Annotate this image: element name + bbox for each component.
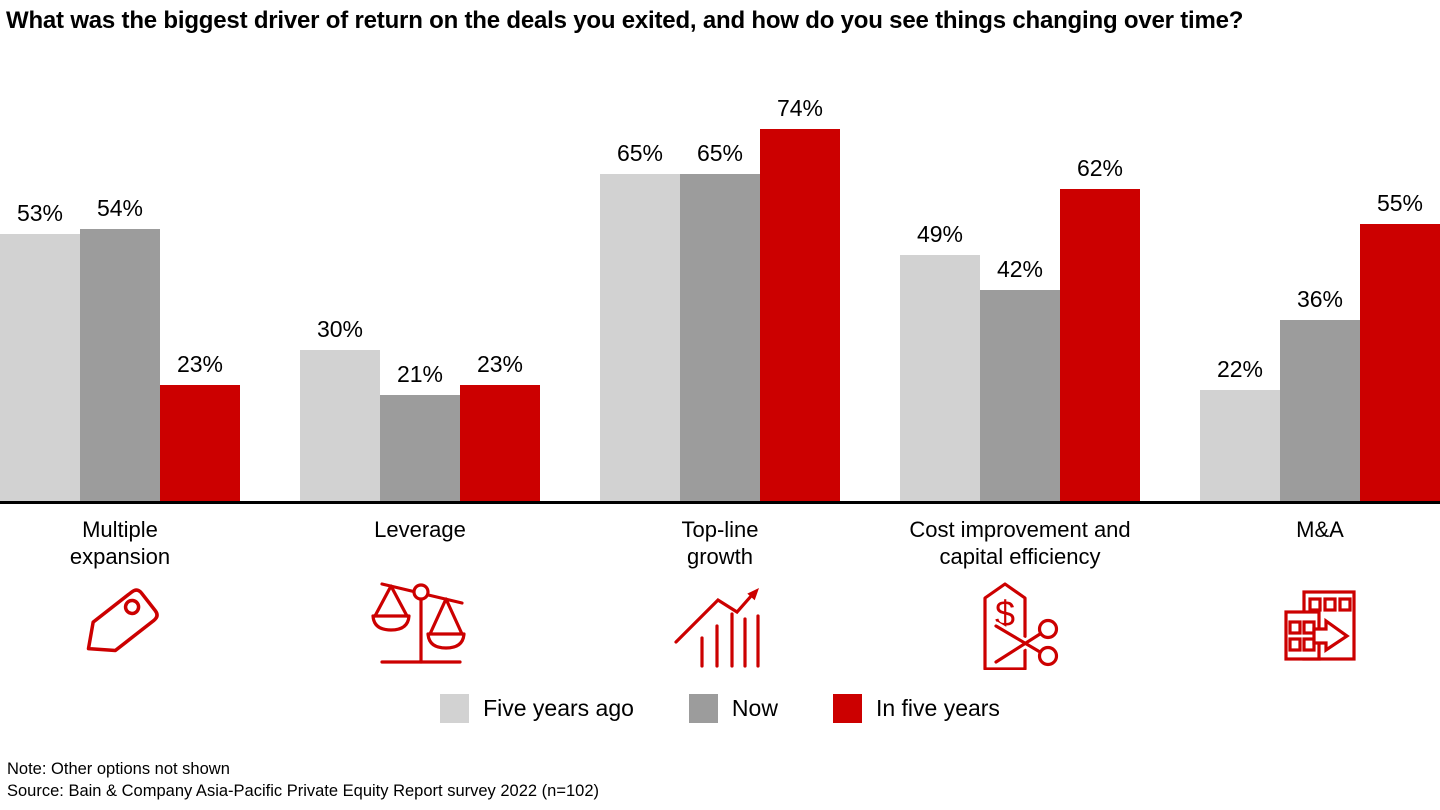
category-label-1: Leverage (374, 517, 466, 542)
bar (1200, 390, 1280, 501)
bar-value-label: 62% (1076, 155, 1124, 181)
bar-group-1-series-1: 21% (380, 0, 460, 501)
legend-label-now: Now (731, 695, 778, 721)
bar-chart: 53% 54% 23% 30% 21% 23% 65% 65% 74% 49% 42% 62% 22% 3… (0, 0, 1440, 501)
note-line: Note: Other options not shown (7, 760, 230, 778)
buildings-merger-icon (1284, 590, 1356, 661)
bar-value-label: 36% (1296, 286, 1344, 312)
bar-value-label: 53% (16, 200, 64, 226)
bar-group-3-series-0: 49% (900, 0, 980, 501)
category-label-4: M&A (1296, 517, 1344, 542)
icon-cell-leverage (300, 578, 540, 670)
bar-value-label: 42% (996, 256, 1044, 282)
category-label-2: Top-line growth (681, 517, 759, 569)
bar-value-label: 49% (916, 221, 964, 247)
bar (680, 174, 760, 501)
bar-group-2-series-2: 74% (760, 0, 840, 501)
bar (1360, 224, 1440, 501)
bar-value-label: 74% (776, 95, 824, 121)
bar (300, 350, 380, 501)
footnotes: Note: Other options not shown Source: Ba… (7, 759, 599, 802)
bar (600, 174, 680, 501)
bar (900, 255, 980, 501)
legend-swatch-in-five-years (832, 694, 862, 723)
legend-label-five-years-ago: Five years ago (483, 695, 634, 721)
bar-group-2-series-1: 65% (680, 0, 760, 501)
bar-group-4-series-1: 36% (1280, 0, 1360, 501)
bar-group-0-series-2: 23% (160, 0, 240, 501)
price-tag-icon (86, 588, 159, 653)
icon-cell-top-line-growth (600, 578, 840, 670)
bar-value-label: 55% (1376, 190, 1424, 216)
legend-item-five-years-ago: Five years ago (440, 694, 634, 723)
bar (1060, 189, 1140, 501)
icon-cell-multiple-expansion (0, 578, 240, 670)
category-icons-row: $ (0, 578, 1440, 670)
bar-value-label: 30% (316, 316, 364, 342)
bar (380, 395, 460, 501)
bar-value-label: 65% (616, 140, 664, 166)
bar-value-label: 54% (96, 195, 144, 221)
category-label-0: Multiple expansion (69, 517, 171, 569)
bar-value-label: 23% (476, 351, 524, 377)
category-label-3: Cost improvement and capital efficiency (909, 517, 1131, 569)
balance-scale-icon (371, 582, 466, 664)
bar (160, 385, 240, 501)
bar (980, 290, 1060, 501)
bar-group-3-series-1: 42% (980, 0, 1060, 501)
bar-value-label: 22% (1216, 356, 1264, 382)
bar-group-0-series-0: 53% (0, 0, 80, 501)
bar (80, 229, 160, 501)
bar-value-label: 65% (696, 140, 744, 166)
bar-value-label: 23% (176, 351, 224, 377)
growth-chart-icon (674, 588, 760, 668)
bar (760, 129, 840, 501)
source-line: Source: Bain & Company Asia-Pacific Priv… (7, 781, 600, 800)
bar (0, 234, 80, 501)
bar-group-1-series-0: 30% (300, 0, 380, 501)
legend: Five years ago Now In five years (0, 694, 1440, 723)
legend-item-now: Now (688, 694, 778, 723)
bar-value-label: 21% (396, 361, 444, 387)
bar-group-2-series-0: 65% (600, 0, 680, 501)
bar-group-0-series-1: 54% (80, 0, 160, 501)
bar-group-4-series-0: 22% (1200, 0, 1280, 501)
bar (460, 385, 540, 501)
legend-swatch-five-years-ago (440, 694, 470, 723)
legend-swatch-now (688, 694, 718, 723)
x-axis-line (0, 501, 1440, 504)
icon-cell-ma (1200, 578, 1440, 670)
bar-group-3-series-2: 62% (1060, 0, 1140, 501)
legend-item-in-five-years: In five years (832, 694, 1000, 723)
legend-label-in-five-years: In five years (875, 695, 1000, 721)
bar (1280, 320, 1360, 501)
price-tag-scissors-icon: $ (983, 582, 1059, 670)
chart-title: What was the biggest driver of return on… (6, 7, 1244, 34)
bar-group-1-series-2: 23% (460, 0, 540, 501)
icon-cell-cost-improvement: $ (900, 578, 1140, 670)
bar-group-4-series-2: 55% (1360, 0, 1440, 501)
